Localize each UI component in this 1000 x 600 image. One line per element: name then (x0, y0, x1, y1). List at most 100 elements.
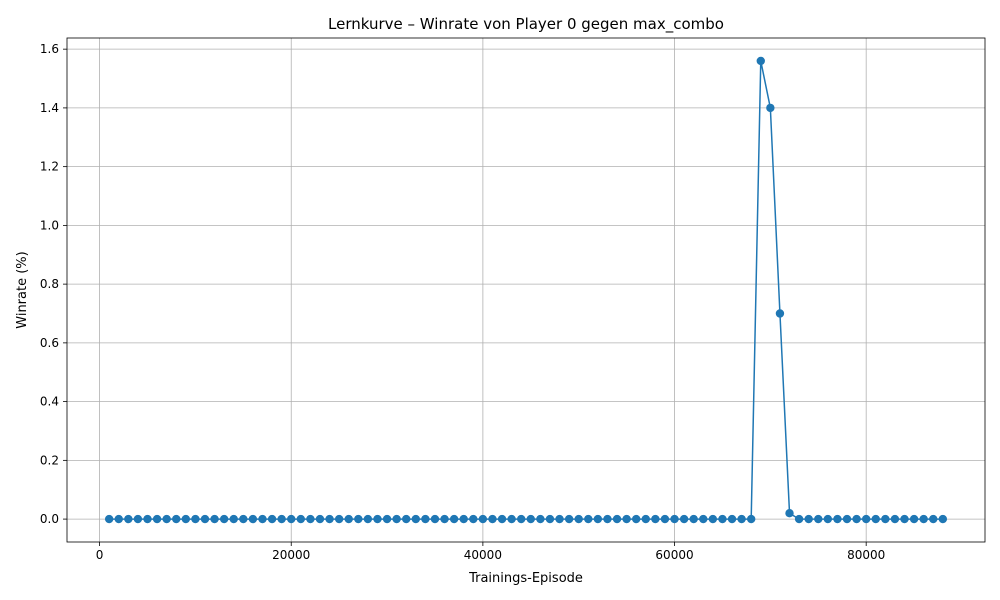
data-point (421, 514, 430, 524)
data-point (746, 514, 756, 524)
data-point (469, 514, 478, 524)
y-tick-label: 1.4 (40, 101, 59, 115)
data-point (200, 514, 210, 524)
y-axis-ticks: 0.0 0.2 0.4 0.6 0.8 1.0 1.2 1.4 1.6 (40, 42, 67, 526)
data-point (689, 514, 698, 524)
y-tick-label: 0.2 (40, 453, 59, 467)
data-point (382, 514, 392, 524)
y-tick-label: 0.6 (40, 336, 59, 350)
data-point (114, 514, 123, 524)
data-point (449, 514, 459, 524)
data-point (651, 514, 660, 524)
data-point (181, 514, 191, 524)
y-tick-label: 1.6 (40, 42, 59, 56)
data-point (536, 514, 545, 524)
data-point (929, 514, 938, 524)
data-point (143, 514, 152, 524)
data-point (670, 514, 679, 524)
data-point (296, 514, 306, 524)
data-point (354, 514, 363, 524)
data-point (842, 514, 852, 524)
data-point (660, 514, 670, 524)
data-point (603, 514, 612, 524)
data-point (727, 514, 737, 524)
series-line (109, 60, 943, 520)
y-tick-label: 1.2 (40, 160, 59, 174)
y-tick-label: 1.0 (40, 218, 59, 232)
data-point (823, 514, 833, 524)
plot-frame (66, 37, 986, 543)
x-axis-label: Trainings-Episode (468, 571, 583, 586)
data-point (555, 514, 564, 524)
data-point (133, 514, 143, 524)
data-point (699, 514, 708, 524)
data-point (488, 514, 497, 524)
data-point (584, 514, 593, 524)
data-point (564, 514, 574, 524)
data-point (861, 514, 871, 524)
data-point (191, 514, 200, 524)
data-point (459, 514, 468, 524)
data-point (871, 514, 880, 524)
data-point (258, 514, 267, 524)
data-point (124, 514, 133, 524)
data-point (411, 514, 421, 524)
data-point (507, 514, 516, 524)
data-point (938, 514, 948, 524)
x-tick-label: 0 (96, 548, 104, 562)
data-point (392, 514, 401, 524)
data-point (718, 514, 727, 524)
data-point (890, 514, 900, 524)
x-tick-label: 40000 (464, 548, 502, 562)
data-point (766, 103, 775, 113)
data-point (517, 514, 526, 524)
data-point (162, 514, 171, 524)
x-tick-label: 60000 (655, 548, 693, 562)
data-point (373, 514, 382, 524)
data-point (402, 514, 411, 524)
y-tick-label: 0.4 (40, 395, 59, 409)
data-point (344, 514, 353, 524)
data-point (631, 514, 641, 524)
data-point (804, 514, 813, 524)
data-point (325, 514, 334, 524)
data-point (775, 309, 785, 318)
data-point (478, 514, 488, 524)
data-point (152, 514, 162, 524)
data-point (267, 514, 277, 524)
data-point (593, 514, 603, 524)
data-point (248, 514, 258, 524)
data-point (900, 514, 909, 524)
y-tick-label: 0.8 (40, 277, 59, 291)
x-axis-ticks: 0 20000 40000 60000 80000 (96, 542, 885, 562)
data-point (574, 514, 583, 524)
data-point (852, 514, 861, 524)
y-tick-label: 0.0 (40, 512, 59, 526)
data-point (440, 514, 449, 524)
data-point (315, 514, 325, 524)
data-point (785, 509, 794, 518)
data-point (622, 514, 631, 524)
x-tick-label: 80000 (847, 548, 885, 562)
data-point (104, 514, 114, 524)
data-point (219, 514, 229, 524)
data-point (430, 514, 440, 524)
data-point (909, 514, 919, 524)
data-point (708, 514, 718, 524)
data-point (756, 56, 765, 66)
data-point (172, 514, 181, 524)
x-tick-label: 20000 (272, 548, 310, 562)
data-point (612, 514, 622, 524)
data-point (545, 514, 555, 524)
chart-title: Lernkurve – Winrate von Player 0 gegen m… (328, 15, 724, 34)
data-point (277, 514, 286, 524)
series-layer (104, 56, 948, 524)
data-point (287, 514, 296, 524)
data-point (833, 514, 842, 524)
data-point (679, 514, 689, 524)
data-point (526, 514, 535, 524)
data-point (363, 514, 373, 524)
data-point (334, 514, 344, 524)
